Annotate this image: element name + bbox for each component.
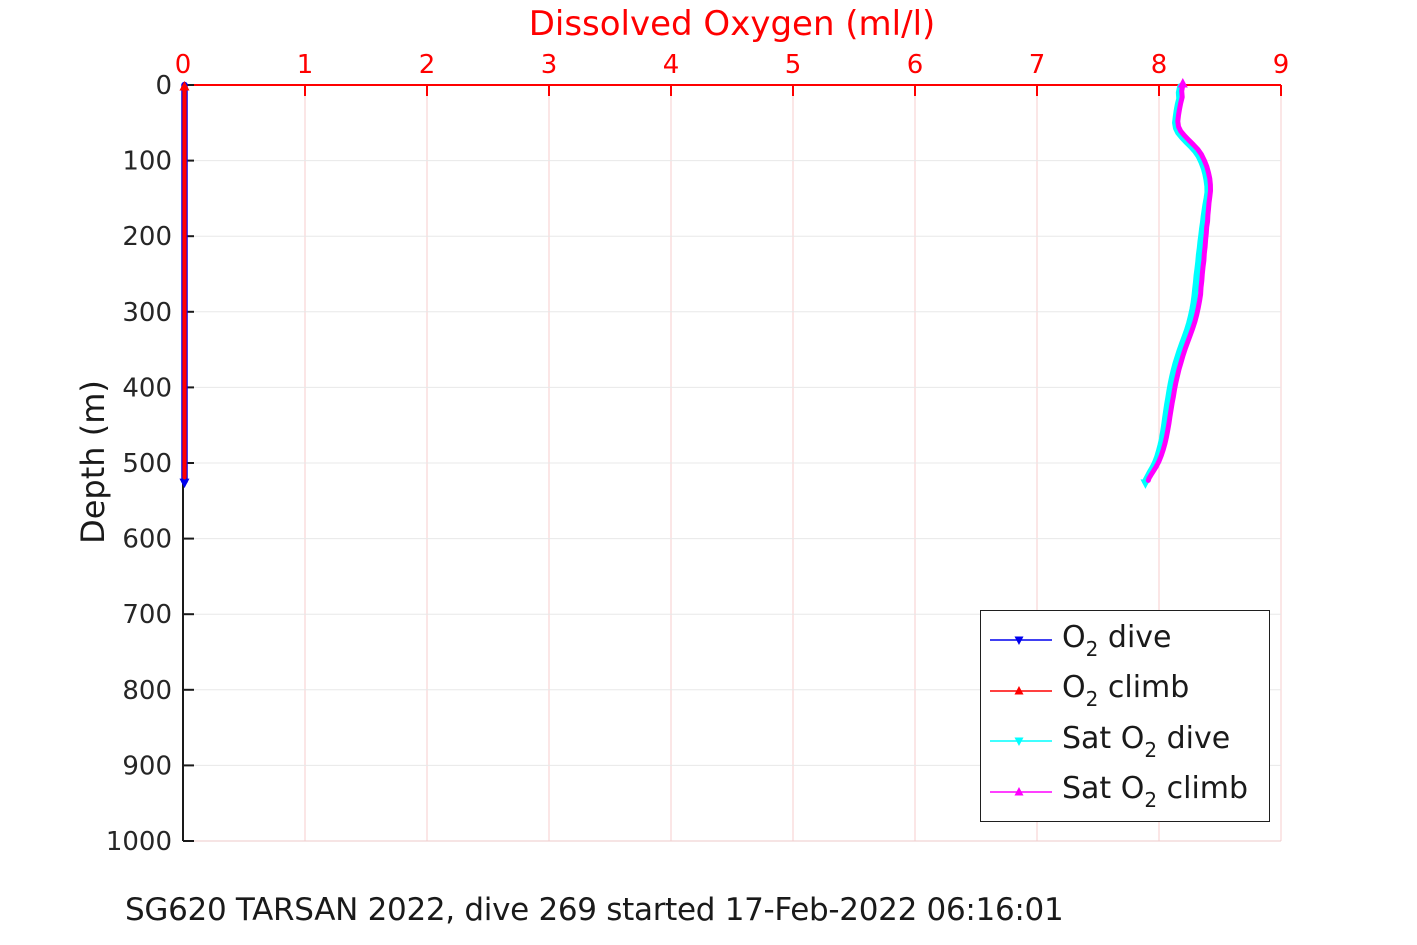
legend-label: Sat O2 dive	[1062, 720, 1231, 762]
series-marker	[1177, 78, 1188, 88]
y-tick-label: 900	[122, 751, 172, 781]
legend-label: O2 climb	[1062, 670, 1190, 712]
x-tick-label: 5	[785, 50, 802, 80]
y-tick-label: 300	[122, 298, 172, 328]
y-tick-label: 100	[122, 147, 172, 177]
y-tick-label: 500	[122, 449, 172, 479]
y-tick-label: 0	[155, 71, 172, 101]
x-tick-label: 3	[541, 50, 558, 80]
legend-item-o2-climb: O2 climb	[981, 670, 1269, 711]
x-tick-label: 4	[663, 50, 680, 80]
legend-item-o2-dive: O2 dive	[981, 620, 1269, 661]
legend-label: Sat O2 climb	[1062, 771, 1249, 813]
legend-line-sample	[990, 786, 1052, 796]
y-tick-label: 200	[122, 222, 172, 252]
x-tick-label: 8	[1151, 50, 1168, 80]
legend-item-sat-o2-dive: Sat O2 dive	[981, 721, 1269, 762]
x-tick-label: 6	[907, 50, 924, 80]
series-marker	[179, 81, 190, 91]
figure-caption: SG620 TARSAN 2022, dive 269 started 17-F…	[125, 892, 1064, 928]
x-tick-label: 9	[1273, 50, 1290, 80]
x-tick-label: 0	[175, 50, 192, 80]
legend-line-sample	[990, 737, 1052, 747]
series-sat-o2-climb	[1145, 82, 1213, 483]
y-tick-label: 600	[122, 525, 172, 555]
y-tick-label: 700	[122, 600, 172, 630]
y-tick-label: 1000	[106, 827, 172, 857]
legend: O2 dive O2 climb Sat O2 dive Sat O2 clim…	[980, 610, 1270, 822]
legend-item-sat-o2-climb: Sat O2 climb	[981, 771, 1269, 812]
x-tick-label: 2	[419, 50, 436, 80]
chart-title: Dissolved Oxygen (ml/l)	[528, 4, 936, 44]
x-tick-label: 1	[297, 50, 314, 80]
series-sat-o2-dive	[1142, 83, 1211, 486]
legend-label: O2 dive	[1062, 619, 1172, 661]
y-tick-label: 800	[122, 676, 172, 706]
series-marker	[179, 478, 190, 489]
legend-line-sample	[990, 636, 1052, 646]
legend-line-sample	[990, 685, 1052, 695]
x-tick-label: 7	[1029, 50, 1046, 80]
y-axis-label: Depth (m)	[74, 380, 112, 544]
y-tick-label: 400	[122, 373, 172, 403]
